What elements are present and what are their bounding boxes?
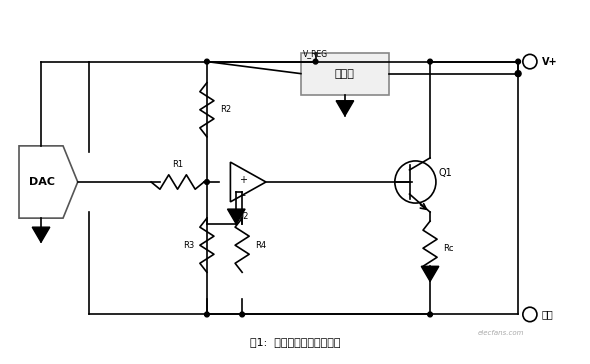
Text: Q1: Q1 — [439, 168, 453, 178]
Text: R2: R2 — [220, 105, 231, 114]
Circle shape — [205, 179, 209, 185]
Polygon shape — [421, 266, 439, 281]
Text: U2: U2 — [238, 212, 249, 221]
Circle shape — [205, 59, 209, 64]
Circle shape — [428, 59, 432, 64]
Text: R4: R4 — [255, 241, 266, 250]
Text: 稳压器: 稳压器 — [335, 69, 355, 79]
FancyBboxPatch shape — [301, 52, 389, 95]
Circle shape — [205, 312, 209, 317]
Polygon shape — [228, 209, 245, 224]
Text: +: + — [240, 175, 247, 185]
Circle shape — [515, 71, 521, 77]
Text: V_REG: V_REG — [303, 50, 328, 59]
Text: 回路: 回路 — [542, 309, 553, 320]
Polygon shape — [32, 227, 50, 242]
Text: R1: R1 — [172, 160, 183, 169]
Text: 图1:  基本二线制控送器设计: 图1: 基本二线制控送器设计 — [250, 337, 340, 347]
Polygon shape — [336, 101, 354, 116]
Text: Rc: Rc — [443, 244, 454, 253]
Circle shape — [428, 312, 432, 317]
Text: R3: R3 — [183, 241, 194, 250]
Text: V+: V+ — [542, 56, 558, 67]
Text: -: - — [241, 190, 245, 200]
Circle shape — [516, 59, 520, 64]
Text: DAC: DAC — [30, 177, 55, 187]
Circle shape — [313, 59, 318, 64]
Text: elecfans.com: elecfans.com — [477, 329, 524, 336]
Circle shape — [240, 312, 244, 317]
